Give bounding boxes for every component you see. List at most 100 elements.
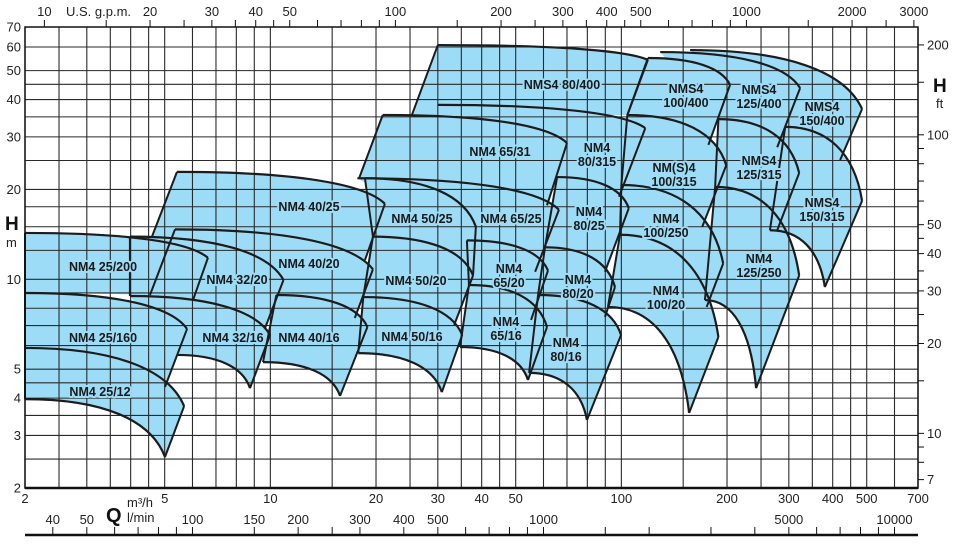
pump-model-label: NM4 65/25 xyxy=(480,212,541,226)
x-tick-label: 5 xyxy=(161,491,168,506)
lmin-tick-label: 10000 xyxy=(876,512,912,527)
pump-model-label: 125/250 xyxy=(736,266,781,280)
pump-model-label: NM4 xyxy=(565,273,591,287)
pump-curve-max xyxy=(466,239,550,272)
pump-curve-min xyxy=(460,345,530,381)
pump-curve-max xyxy=(363,295,464,336)
pump-label-layer: NM4 25/200 NM4 25/160 NM4 25/12 NM4 32/20 NM… xyxy=(67,76,847,401)
x-tick-label: 30 xyxy=(431,491,445,506)
pump-range-right-edge xyxy=(440,334,464,393)
pump-range-area xyxy=(357,178,559,272)
x-tick-label: 20 xyxy=(369,491,383,506)
gpm-tick-label: 1000 xyxy=(732,4,761,19)
pump-range-right-edge xyxy=(472,226,477,276)
gpm-tick-label: 20 xyxy=(143,4,157,19)
pump-range-left-edge xyxy=(459,284,470,348)
pump-model-label: NM4 xyxy=(584,141,610,155)
x-tick-label: 50 xyxy=(508,491,522,506)
x-axis-symbol: Q xyxy=(106,505,122,527)
pump-model-label: 100/315 xyxy=(651,175,696,189)
pump-curve-min xyxy=(358,352,443,393)
pump-curve-max xyxy=(129,235,285,281)
pump-range-left-edge xyxy=(362,236,374,298)
y-tick-label: 40 xyxy=(7,92,21,107)
pump-range-left-edge xyxy=(544,176,559,248)
pump-range-left-edge xyxy=(149,229,176,296)
pump-range-right-edge xyxy=(776,87,802,148)
x-tick-label: 40 xyxy=(474,491,488,506)
pump-range-area xyxy=(149,229,373,319)
pump-model-label: NM4 xyxy=(576,205,602,219)
lmin-tick-label: 100 xyxy=(182,512,204,527)
y-axis-unit-left: m xyxy=(6,235,17,250)
pump-range-right-edge xyxy=(364,203,386,261)
pump-curve-min xyxy=(24,398,167,458)
pump-model-label: NM4 40/16 xyxy=(278,331,339,345)
gpm-tick-label: 10 xyxy=(37,4,51,19)
pump-range-right-edge xyxy=(823,200,863,288)
pump-model-label: NM4 xyxy=(746,252,772,266)
pump-range-right-edge xyxy=(192,257,209,301)
gpm-tick-label: 500 xyxy=(630,4,652,19)
pump-range-right-edge xyxy=(546,142,568,206)
pump-range-area xyxy=(704,186,800,389)
pump-curve-max xyxy=(468,283,549,328)
pump-curve-max xyxy=(437,43,649,61)
pump-range-right-edge xyxy=(164,405,186,458)
pump-range-area xyxy=(25,347,185,458)
x-tick-label: 100 xyxy=(611,491,633,506)
pump-model-label: NM4 xyxy=(553,336,579,350)
pump-model-label: NM4 32/20 xyxy=(206,273,267,287)
x-tick-label: 500 xyxy=(856,491,878,506)
ft-tick-label: 7 xyxy=(927,472,934,487)
pump-curve-max xyxy=(24,346,186,407)
pump-model-label: NMS4 xyxy=(805,100,840,114)
pump-model-label: 100/250 xyxy=(643,226,688,240)
pump-curve-min xyxy=(263,361,342,397)
pump-curve-max xyxy=(24,231,209,259)
pump-range-area xyxy=(538,247,615,317)
pump-curve-max xyxy=(621,183,725,264)
pump-curve-max xyxy=(382,113,568,144)
pump-model-label: 100/400 xyxy=(663,96,708,110)
pump-model-label: 125/400 xyxy=(736,97,781,111)
pump-range-area xyxy=(151,171,385,261)
ft-tick-label: 100 xyxy=(927,127,949,142)
pump-model-label: NM4 25/200 xyxy=(69,260,137,274)
y-tick-label: 3 xyxy=(14,428,21,443)
x-axis-unit-gpm: U.S. g.p.m. xyxy=(66,4,131,19)
pump-range-left-edge xyxy=(262,294,278,363)
pump-curve-max xyxy=(557,175,630,209)
y-tick-label: 30 xyxy=(7,129,21,144)
pump-model-label: 80/16 xyxy=(550,350,581,364)
pump-range-area xyxy=(690,50,863,160)
pump-model-label: 150/400 xyxy=(799,114,844,128)
gpm-tick-label: 100 xyxy=(385,4,407,19)
pump-model-label: NM4 xyxy=(496,262,522,276)
pump-range-right-edge xyxy=(755,275,801,389)
x-tick-label: 2 xyxy=(21,491,28,506)
pump-curve-min xyxy=(704,298,758,389)
gpm-tick-label: 300 xyxy=(552,4,574,19)
pump-range-area xyxy=(529,295,622,420)
pump-range-right-edge xyxy=(604,207,630,273)
pump-curve-max xyxy=(627,113,728,166)
ft-tick-label: 50 xyxy=(927,217,941,232)
pump-range-left-edge xyxy=(357,296,365,354)
pump-model-label: NM4 25/12 xyxy=(69,385,130,399)
pump-range-left-edge xyxy=(620,114,629,186)
pump-model-label: 80/315 xyxy=(578,155,616,169)
x-tick-label: 300 xyxy=(778,491,800,506)
pump-curve-min xyxy=(529,371,589,421)
x-axis-unit-lmin: l/min xyxy=(127,510,154,525)
pump-range-area xyxy=(363,236,474,326)
pump-model-label: NM4 50/16 xyxy=(381,330,442,344)
y-axis-unit-right: ft xyxy=(936,96,944,111)
gpm-tick-label: 400 xyxy=(596,4,618,19)
ft-tick-label: 40 xyxy=(927,246,941,261)
pump-curve-max xyxy=(357,177,560,211)
pump-curve-max xyxy=(715,185,801,276)
pump-model-label: NM4 25/160 xyxy=(69,331,137,345)
ft-tick-label: 20 xyxy=(927,336,941,351)
pump-range-left-edge xyxy=(410,44,439,116)
